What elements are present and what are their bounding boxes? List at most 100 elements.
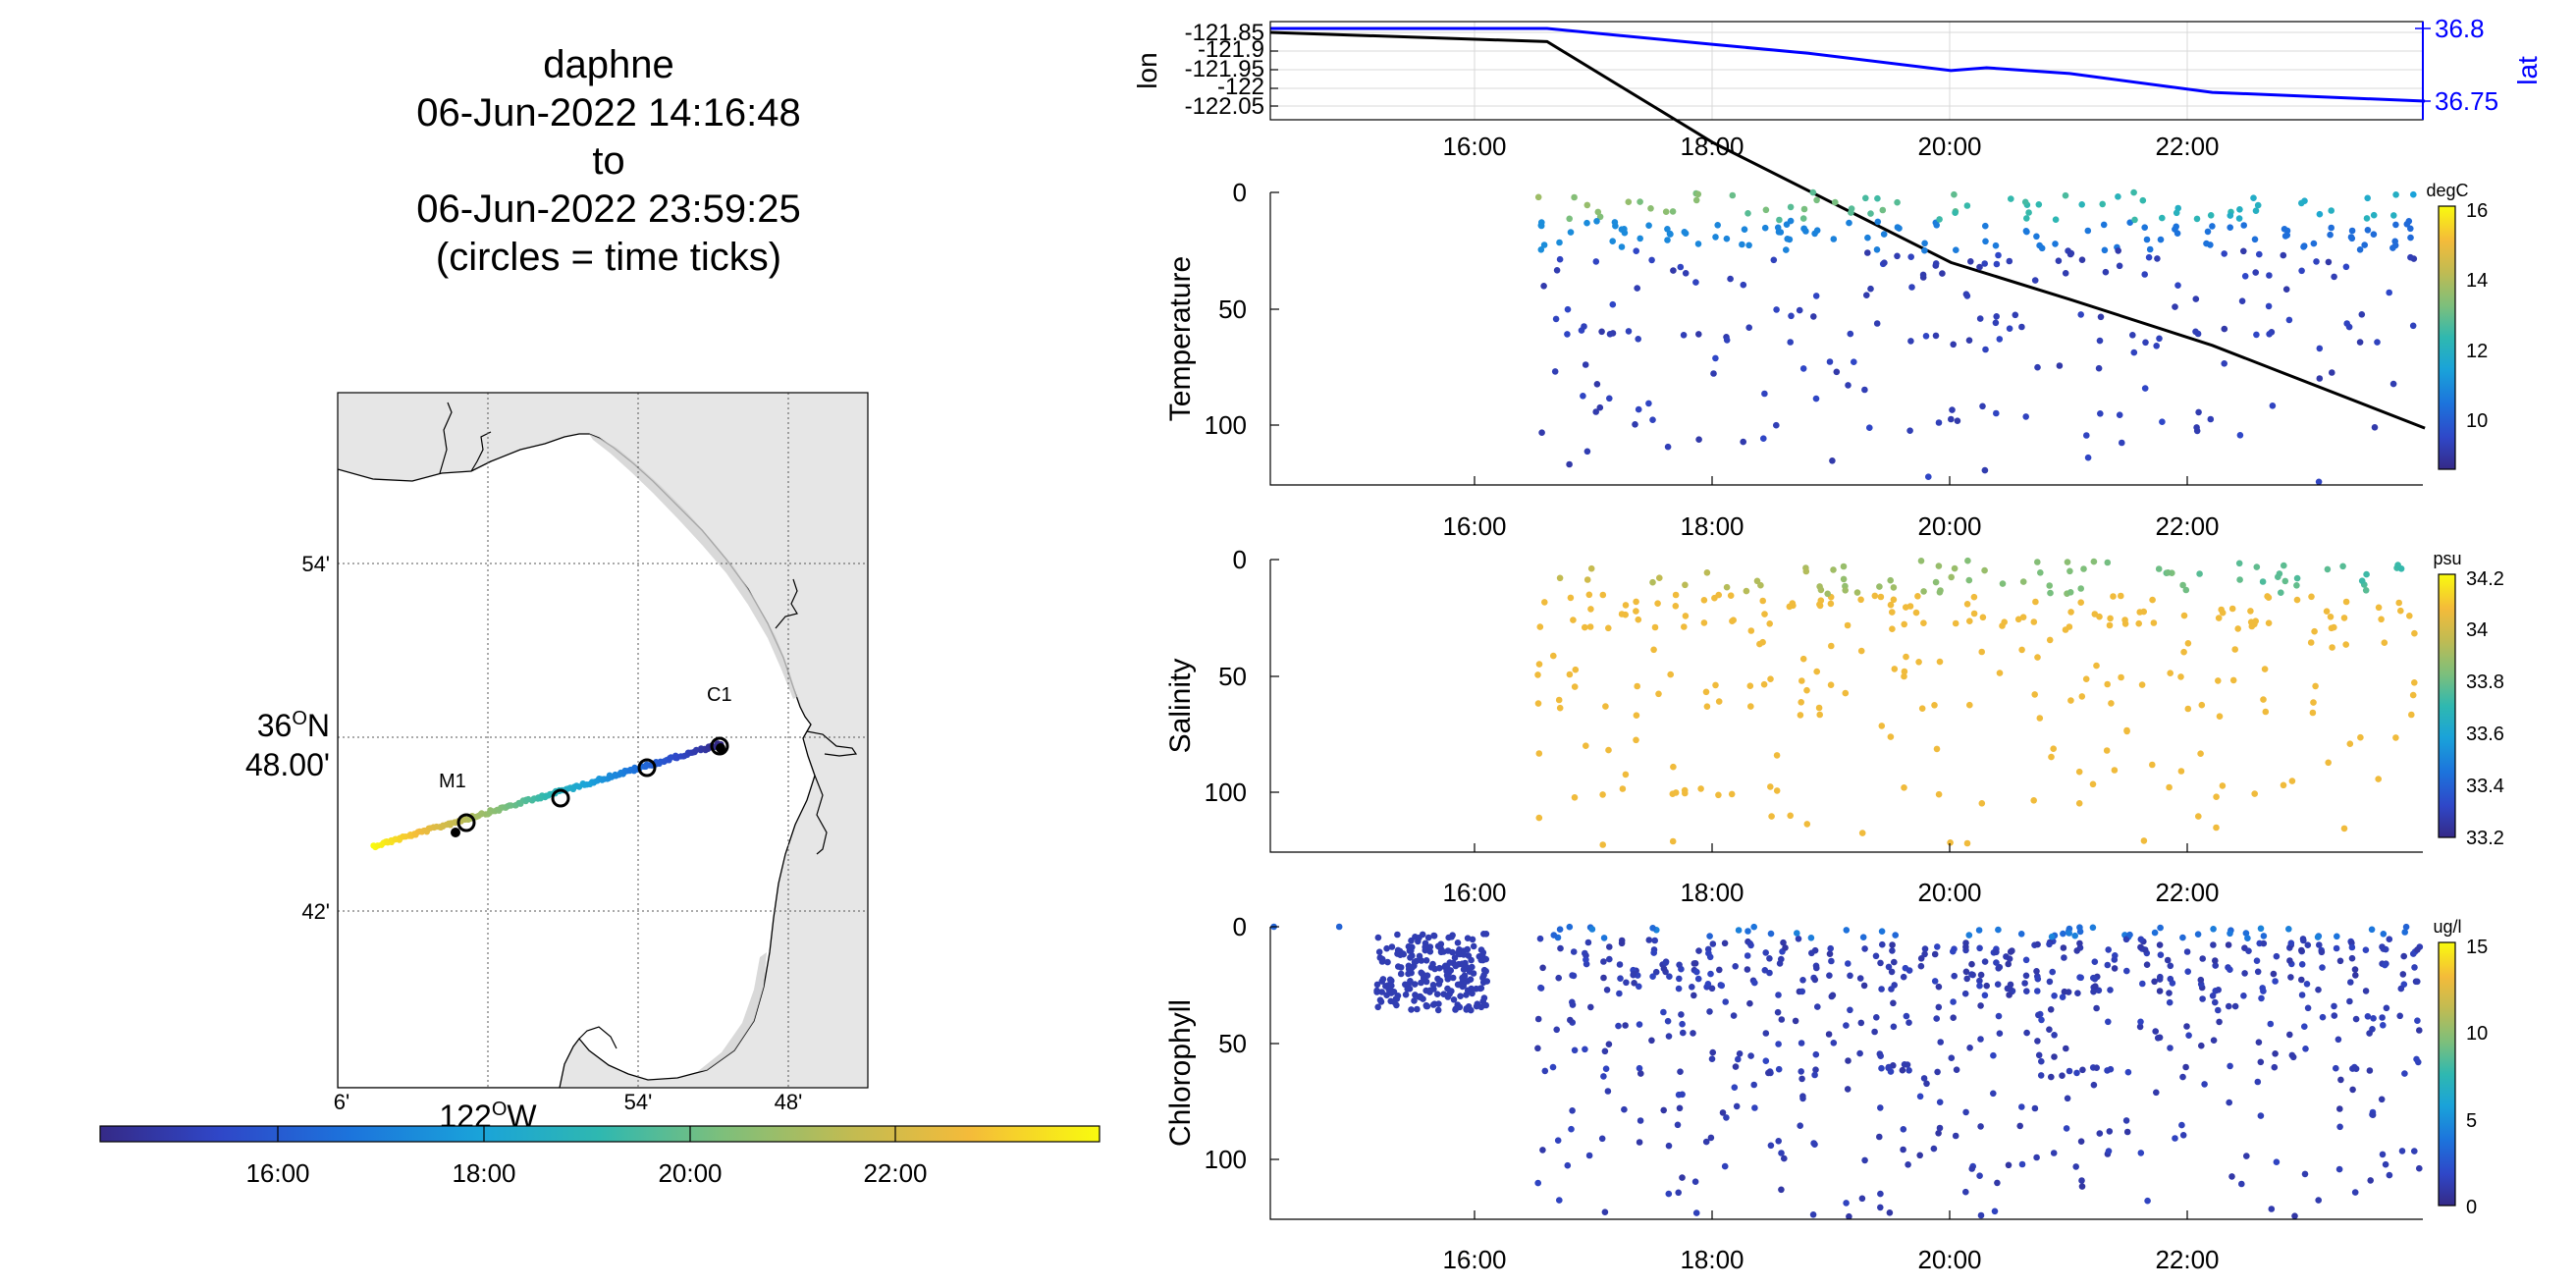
data-point bbox=[2259, 578, 2267, 585]
data-point bbox=[2370, 1015, 2377, 1022]
data-point bbox=[2240, 993, 2247, 999]
data-point bbox=[1792, 1017, 1799, 1025]
data-point bbox=[2342, 263, 2350, 271]
data-point bbox=[1873, 246, 1881, 253]
data-point bbox=[1776, 216, 1783, 224]
data-point bbox=[1384, 958, 1391, 966]
x-tick: 16:00 bbox=[1442, 1245, 1506, 1274]
data-point bbox=[2123, 967, 2130, 975]
data-point bbox=[1991, 1208, 1999, 1215]
data-point bbox=[2034, 559, 2041, 565]
data-point bbox=[2374, 339, 2381, 346]
data-point bbox=[2038, 1057, 2045, 1065]
data-point bbox=[2034, 988, 2041, 994]
data-point bbox=[1556, 574, 1564, 582]
data-point bbox=[2396, 1012, 2403, 1020]
data-point bbox=[2156, 335, 2163, 343]
data-point bbox=[2260, 696, 2267, 703]
data-point bbox=[2137, 1018, 2144, 1026]
data-point bbox=[2123, 727, 2130, 735]
data-point bbox=[1914, 593, 1921, 600]
data-point bbox=[2298, 976, 2305, 984]
data-point bbox=[1950, 998, 1957, 1005]
data-point bbox=[1422, 957, 1430, 964]
data-point bbox=[2300, 937, 2307, 944]
data-point bbox=[2105, 1148, 2113, 1154]
data-point bbox=[2352, 972, 2359, 979]
data-point bbox=[1596, 213, 1604, 221]
map-lat-tick: 54' bbox=[301, 552, 330, 576]
x-tick: 18:00 bbox=[1680, 511, 1744, 541]
data-point bbox=[2177, 673, 2184, 680]
data-point bbox=[1426, 943, 1434, 950]
data-point bbox=[1967, 258, 1974, 265]
data-point bbox=[1919, 271, 1927, 279]
data-point bbox=[1719, 1109, 1727, 1116]
data-point bbox=[2226, 1099, 2232, 1106]
data-point bbox=[2408, 711, 2415, 719]
data-point bbox=[2314, 934, 2322, 940]
data-point bbox=[2076, 939, 2083, 947]
colorbar-tick: 0 bbox=[2466, 1197, 2477, 1218]
data-point bbox=[1678, 1011, 1685, 1018]
data-point bbox=[1681, 623, 1688, 630]
chlorophyll-panel: 0 50 100 Chlorophyll 16:00 18:00 20:00 2… bbox=[1164, 912, 2488, 1274]
data-point bbox=[1939, 270, 1946, 277]
data-point bbox=[2077, 311, 2084, 318]
data-point bbox=[2356, 246, 2364, 253]
data-point bbox=[2260, 933, 2268, 939]
data-point bbox=[1606, 955, 1613, 963]
data-point bbox=[2031, 277, 2039, 284]
data-point bbox=[1557, 944, 1564, 952]
data-point bbox=[2104, 680, 2111, 688]
data-point bbox=[1901, 668, 1908, 675]
data-point bbox=[2035, 1051, 2043, 1059]
y-tick: 0 bbox=[1233, 178, 1247, 207]
data-point bbox=[2257, 925, 2265, 933]
data-point bbox=[2064, 1095, 2071, 1102]
data-point bbox=[2139, 980, 2146, 988]
data-point bbox=[2166, 783, 2173, 791]
data-point bbox=[2331, 623, 2337, 631]
data-point bbox=[1950, 1014, 1957, 1021]
data-point bbox=[2333, 1064, 2339, 1072]
data-point bbox=[2401, 1070, 2408, 1077]
data-point bbox=[1540, 283, 1547, 290]
data-point bbox=[1879, 206, 1887, 214]
data-point bbox=[1666, 973, 1673, 980]
data-point bbox=[1812, 293, 1820, 299]
data-point bbox=[2382, 1160, 2389, 1168]
data-point bbox=[1567, 594, 1575, 602]
data-point bbox=[2066, 930, 2072, 937]
data-point bbox=[1422, 943, 1429, 951]
data-point bbox=[1982, 222, 1989, 230]
data-point bbox=[1694, 241, 1702, 247]
data-point bbox=[1676, 961, 1683, 969]
data-point bbox=[1936, 589, 1944, 596]
data-point bbox=[1593, 218, 1600, 225]
data-point bbox=[2052, 241, 2059, 247]
data-point bbox=[1800, 225, 1807, 233]
data-point bbox=[2378, 616, 2385, 623]
data-point bbox=[2035, 201, 2043, 208]
data-point bbox=[2364, 1013, 2372, 1020]
data-point bbox=[1934, 943, 1941, 950]
data-point bbox=[2074, 990, 2081, 996]
data-point bbox=[2172, 303, 2178, 310]
data-point bbox=[1697, 785, 1704, 792]
data-point bbox=[2078, 256, 2086, 264]
data-point bbox=[1783, 246, 1790, 253]
data-point bbox=[1583, 201, 1591, 209]
data-point bbox=[1990, 1051, 1997, 1059]
data-point bbox=[2268, 1206, 2276, 1212]
data-point bbox=[1775, 1138, 1782, 1145]
data-point bbox=[1891, 958, 1898, 966]
data-point bbox=[1414, 1005, 1421, 1013]
data-point bbox=[1679, 1020, 1686, 1028]
data-point bbox=[1735, 927, 1743, 934]
data-point bbox=[1429, 1001, 1437, 1008]
data-point bbox=[1979, 614, 1987, 621]
data-point bbox=[1843, 927, 1851, 934]
data-point bbox=[1903, 604, 1909, 611]
data-point bbox=[1424, 934, 1432, 941]
